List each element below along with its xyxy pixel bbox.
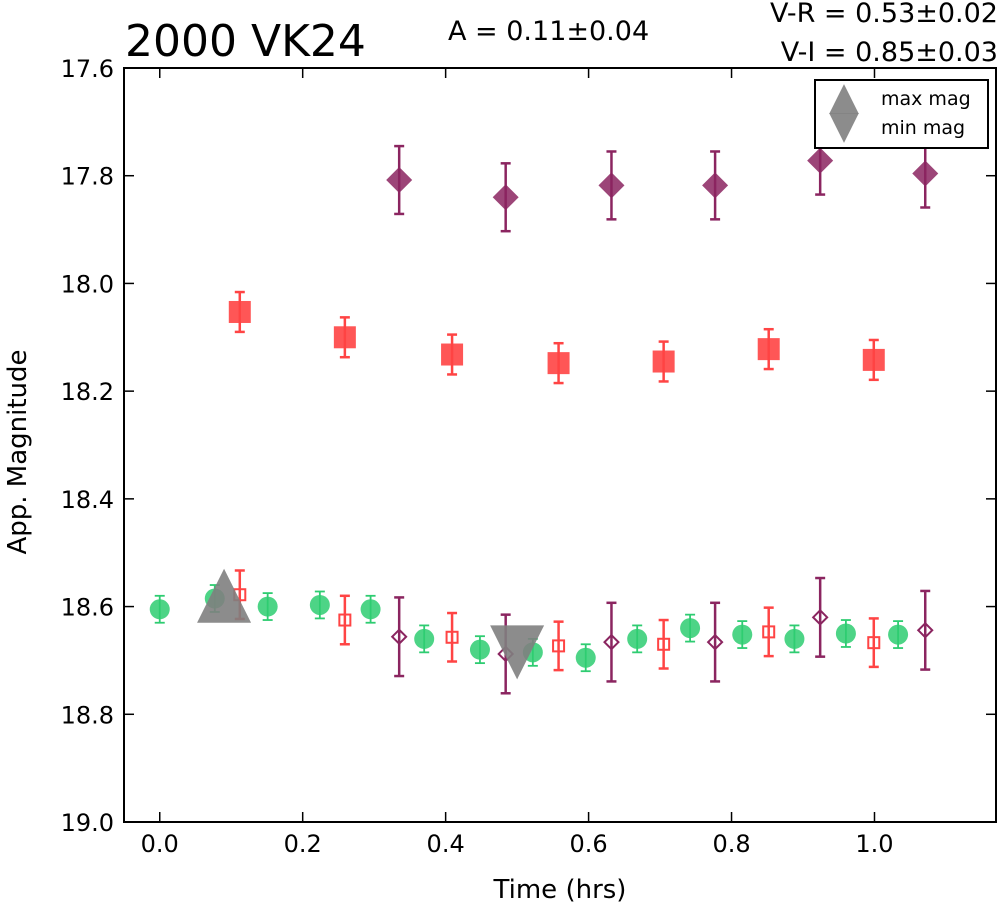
open-square-point — [445, 630, 459, 644]
legend-max-marker — [829, 84, 859, 114]
y-tick-label: 18.6 — [61, 594, 114, 622]
open-square-point — [657, 637, 671, 651]
filled-square-point — [652, 350, 675, 373]
y-tick-label: 19.0 — [61, 809, 114, 837]
chart-title: 2000 VK24 — [125, 16, 366, 67]
open-diamond-point — [706, 633, 724, 651]
open-square-point — [338, 613, 352, 627]
circle-point — [680, 618, 701, 639]
filled-square-point — [757, 338, 780, 361]
circle-point — [149, 599, 170, 620]
x-tick-label: 0.6 — [570, 830, 608, 858]
circle-point — [627, 628, 648, 649]
color-index-vr: V-R = 0.53±0.02 — [770, 0, 998, 29]
y-tick-label: 18.4 — [61, 486, 114, 514]
amplitude-label: A = 0.11±0.04 — [448, 16, 649, 47]
filled-square-point — [228, 300, 251, 323]
y-axis: 17.6 17.8 18.0 18.2 18.4 18.6 18.8 19.0 — [61, 55, 996, 837]
y-axis-label: App. Magnitude — [3, 349, 33, 554]
filled-square-point — [441, 343, 464, 366]
filled-diamond-point — [702, 172, 729, 199]
series-3 — [233, 569, 881, 672]
circle-point — [414, 628, 435, 649]
circle-point — [835, 623, 856, 644]
max-mag-marker — [197, 568, 252, 623]
x-tick-label: 1.0 — [855, 830, 893, 858]
y-tick-label: 17.6 — [61, 55, 114, 83]
open-diamond-point — [390, 628, 408, 646]
legend: max mag min mag — [814, 79, 989, 149]
open-diamond-point — [916, 621, 934, 639]
plot-frame — [123, 67, 997, 823]
filled-diamond-point — [492, 184, 519, 211]
x-axis: 0.0 0.2 0.4 0.6 0.8 1.0 — [141, 68, 894, 858]
y-tick-label: 17.8 — [61, 163, 114, 191]
open-diamond-point — [811, 608, 829, 626]
filled-square-point — [333, 326, 356, 349]
filled-diamond-point — [386, 167, 413, 194]
open-square-point — [552, 639, 566, 653]
open-square-point — [867, 636, 881, 650]
x-tick-label: 0.4 — [427, 830, 465, 858]
x-tick-label: 0.2 — [284, 830, 322, 858]
y-tick-label: 18.8 — [61, 701, 114, 729]
series-1 — [149, 584, 909, 673]
x-tick-label: 0.8 — [712, 830, 750, 858]
circle-point — [257, 596, 278, 617]
x-axis-label: Time (hrs) — [493, 875, 627, 904]
circle-point — [784, 628, 805, 649]
circle-point — [309, 594, 330, 615]
circle-point — [732, 624, 753, 645]
circle-point — [360, 599, 381, 620]
y-tick-label: 18.0 — [61, 270, 114, 298]
filled-diamond-point — [598, 172, 625, 199]
filled-square-point — [862, 348, 885, 371]
series-5 — [390, 576, 934, 695]
filled-diamond-point — [912, 160, 939, 187]
legend-label: max mag — [881, 88, 971, 110]
plot-marks — [149, 125, 939, 695]
open-square-point — [762, 625, 776, 639]
circle-point — [888, 624, 909, 645]
filled-square-point — [547, 352, 570, 375]
legend-label: min mag — [881, 117, 965, 139]
min-mag-marker — [490, 625, 545, 680]
series-4 — [386, 125, 939, 233]
color-index-vi: V-I = 0.85±0.03 — [781, 37, 998, 68]
y-tick-label: 18.2 — [61, 378, 114, 406]
series-2 — [228, 290, 885, 385]
legend-min-marker — [829, 113, 859, 143]
circle-point — [469, 639, 490, 660]
open-diamond-point — [603, 633, 620, 651]
circle-point — [575, 647, 596, 668]
x-tick-label: 0.0 — [141, 830, 179, 858]
filled-diamond-point — [807, 147, 834, 174]
